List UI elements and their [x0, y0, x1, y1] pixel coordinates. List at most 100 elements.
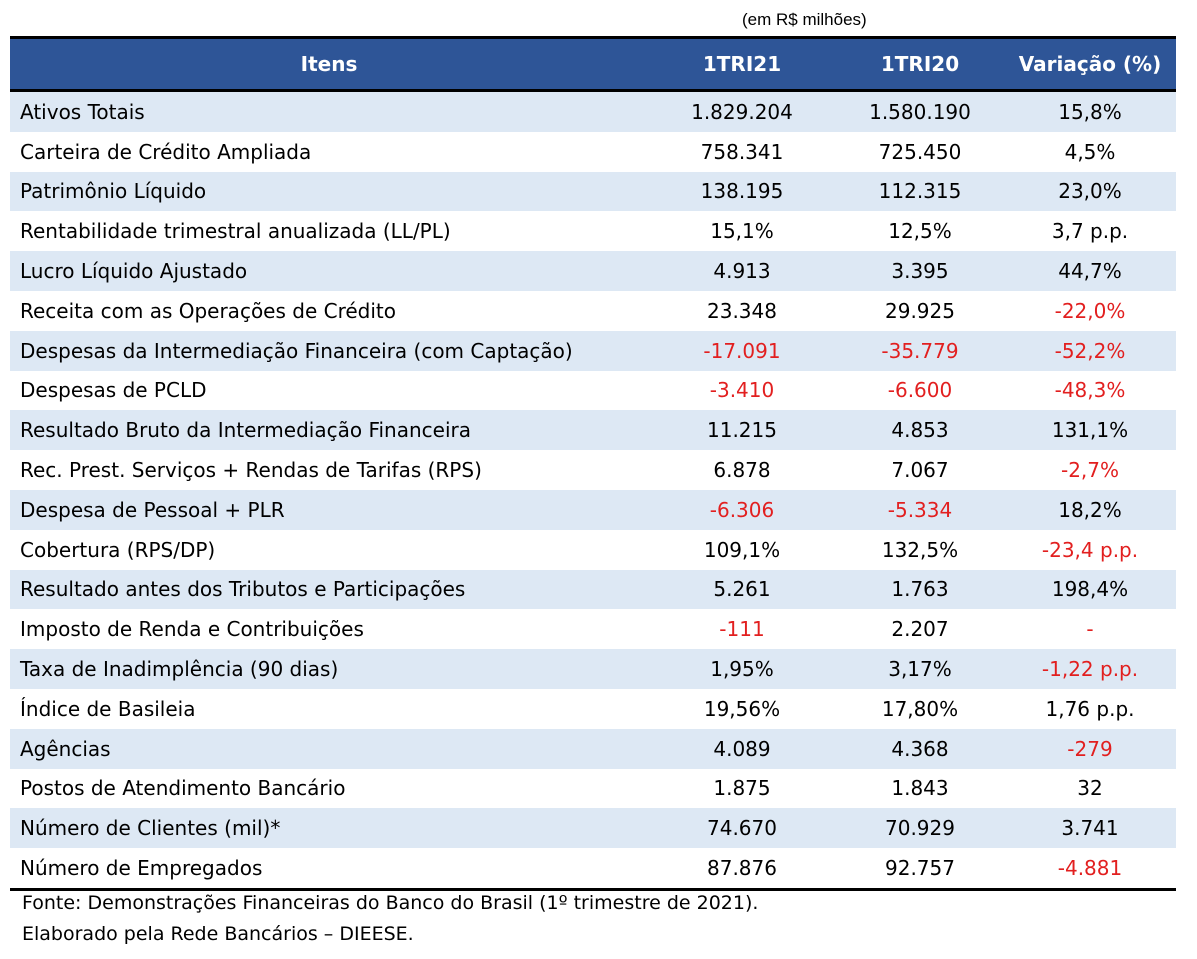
row-item-label: Agências [10, 728, 648, 769]
value-1tri20: -6.600 [836, 370, 1004, 411]
value-1tri20: 1.580.190 [836, 90, 1004, 132]
value-1tri20: 725.450 [836, 131, 1004, 172]
value-1tri21: -3.410 [648, 370, 836, 411]
value-1tri21: 19,56% [648, 688, 836, 729]
value-1tri21: 11.215 [648, 410, 836, 451]
value-1tri21: 23.348 [648, 290, 836, 331]
value-variation: 44,7% [1004, 251, 1176, 291]
value-variation: -23,4 p.p. [1004, 529, 1176, 570]
value-variation: 3.741 [1004, 808, 1176, 849]
value-variation: 32 [1004, 768, 1176, 809]
table-row: Agências 4.089 4.368 -279 [10, 728, 1176, 769]
row-item-label: Imposto de Renda e Contribuições [10, 609, 648, 650]
value-variation: - [1004, 609, 1176, 650]
value-variation: 23,0% [1004, 171, 1176, 212]
column-header-1tri20: 1TRI20 [836, 36, 1004, 92]
value-variation: 1,76 p.p. [1004, 688, 1176, 729]
table-row: Cobertura (RPS/DP) 109,1% 132,5% -23,4 p.p. [10, 529, 1176, 570]
table-row: Imposto de Renda e Contribuições -111 2.20… [10, 609, 1176, 650]
row-item-label: Taxa de Inadimplência (90 dias) [10, 649, 648, 689]
row-item-label: Postos de Atendimento Bancário [10, 768, 648, 809]
table-body: Ativos Totais 1.829.204 1.580.190 15,8% Cart… [10, 90, 1176, 891]
value-1tri20: 92.757 [836, 848, 1004, 891]
row-item-label: Rec. Prest. Serviços + Rendas de Tarifas… [10, 450, 648, 490]
value-variation: -279 [1004, 728, 1176, 769]
footnotes: Fonte: Demonstrações Financeiras do Banc… [22, 888, 758, 950]
row-item-label: Carteira de Crédito Ampliada [10, 131, 648, 172]
table-row: Número de Empregados 87.876 92.757 -4.881 [10, 848, 1176, 891]
value-1tri20: 17,80% [836, 688, 1004, 729]
row-item-label: Número de Clientes (mil)* [10, 808, 648, 849]
value-1tri21: 1.829.204 [648, 90, 836, 132]
table-row: Rentabilidade trimestral anualizada (LL/… [10, 211, 1176, 252]
value-1tri21: 87.876 [648, 848, 836, 891]
value-1tri20: 4.853 [836, 410, 1004, 451]
value-variation: 15,8% [1004, 90, 1176, 132]
value-1tri20: 112.315 [836, 171, 1004, 212]
table-row: Despesas de PCLD -3.410 -6.600 -48,3% [10, 370, 1176, 411]
column-header-variation: Variação (%) [1004, 36, 1176, 92]
value-1tri21: 1,95% [648, 649, 836, 689]
row-item-label: Despesas da Intermediação Financeira (co… [10, 330, 648, 371]
value-1tri20: 4.368 [836, 728, 1004, 769]
table-row: Patrimônio Líquido 138.195 112.315 23,0% [10, 171, 1176, 212]
row-item-label: Resultado Bruto da Intermediação Finance… [10, 410, 648, 451]
financial-indicators-table: Itens 1TRI21 1TRI20 Variação (%) Ativos … [10, 36, 1176, 891]
row-item-label: Índice de Basileia [10, 688, 648, 729]
value-1tri21: 138.195 [648, 171, 836, 212]
value-1tri21: 6.878 [648, 450, 836, 490]
table-row: Número de Clientes (mil)* 74.670 70.929 3.7… [10, 808, 1176, 849]
table-row: Ativos Totais 1.829.204 1.580.190 15,8% [10, 90, 1176, 132]
row-item-label: Lucro Líquido Ajustado [10, 251, 648, 291]
value-variation: -2,7% [1004, 450, 1176, 490]
table-header-row: Itens 1TRI21 1TRI20 Variação (%) [10, 36, 1176, 92]
value-1tri20: -5.334 [836, 489, 1004, 530]
table-row: Resultado Bruto da Intermediação Finance… [10, 410, 1176, 451]
value-1tri20: 29.925 [836, 290, 1004, 331]
table-row: Postos de Atendimento Bancário 1.875 1.843… [10, 768, 1176, 809]
row-item-label: Rentabilidade trimestral anualizada (LL/… [10, 211, 648, 252]
value-1tri21: 109,1% [648, 529, 836, 570]
table-row: Carteira de Crédito Ampliada 758.341 725.4… [10, 131, 1176, 172]
row-item-label: Patrimônio Líquido [10, 171, 648, 212]
row-item-label: Cobertura (RPS/DP) [10, 529, 648, 570]
value-1tri20: -35.779 [836, 330, 1004, 371]
value-variation: -1,22 p.p. [1004, 649, 1176, 689]
value-variation: -52,2% [1004, 330, 1176, 371]
value-variation: 4,5% [1004, 131, 1176, 172]
table-row: Resultado antes dos Tributos e Participa… [10, 569, 1176, 610]
value-variation: -22,0% [1004, 290, 1176, 331]
column-header-1tri21: 1TRI21 [648, 36, 836, 92]
value-1tri21: -17.091 [648, 330, 836, 371]
value-1tri21: -111 [648, 609, 836, 650]
table-row: Índice de Basileia 19,56% 17,80% 1,76 p.p. [10, 688, 1176, 729]
source-note: Fonte: Demonstrações Financeiras do Banc… [22, 892, 759, 914]
table-row: Taxa de Inadimplência (90 dias) 1,95% 3,17… [10, 649, 1176, 689]
row-item-label: Ativos Totais [10, 90, 648, 132]
value-1tri21: -6.306 [648, 489, 836, 530]
value-variation: 3,7 p.p. [1004, 211, 1176, 252]
row-item-label: Número de Empregados [10, 848, 648, 891]
row-item-label: Despesas de PCLD [10, 370, 648, 411]
table-row: Despesas da Intermediação Financeira (co… [10, 330, 1176, 371]
value-variation: -4.881 [1004, 848, 1176, 891]
value-1tri21: 15,1% [648, 211, 836, 252]
value-1tri20: 3,17% [836, 649, 1004, 689]
author-note: Elaborado pela Rede Bancários – DIEESE. [22, 923, 414, 945]
column-header-items: Itens [10, 36, 648, 92]
value-1tri20: 70.929 [836, 808, 1004, 849]
value-1tri20: 1.843 [836, 768, 1004, 809]
table-row: Rec. Prest. Serviços + Rendas de Tarifas… [10, 450, 1176, 490]
value-1tri21: 758.341 [648, 131, 836, 172]
value-variation: 18,2% [1004, 489, 1176, 530]
row-item-label: Despesa de Pessoal + PLR [10, 489, 648, 530]
value-variation: 198,4% [1004, 569, 1176, 610]
value-1tri21: 4.089 [648, 728, 836, 769]
value-1tri20: 2.207 [836, 609, 1004, 650]
table-row: Lucro Líquido Ajustado 4.913 3.395 44,7% [10, 251, 1176, 291]
value-1tri20: 3.395 [836, 251, 1004, 291]
unit-note: (em R$ milhões) [742, 10, 867, 29]
table-row: Despesa de Pessoal + PLR -6.306 -5.334 18,2… [10, 489, 1176, 530]
value-variation: 131,1% [1004, 410, 1176, 451]
table-row: Receita com as Operações de Crédito 23.34… [10, 290, 1176, 331]
